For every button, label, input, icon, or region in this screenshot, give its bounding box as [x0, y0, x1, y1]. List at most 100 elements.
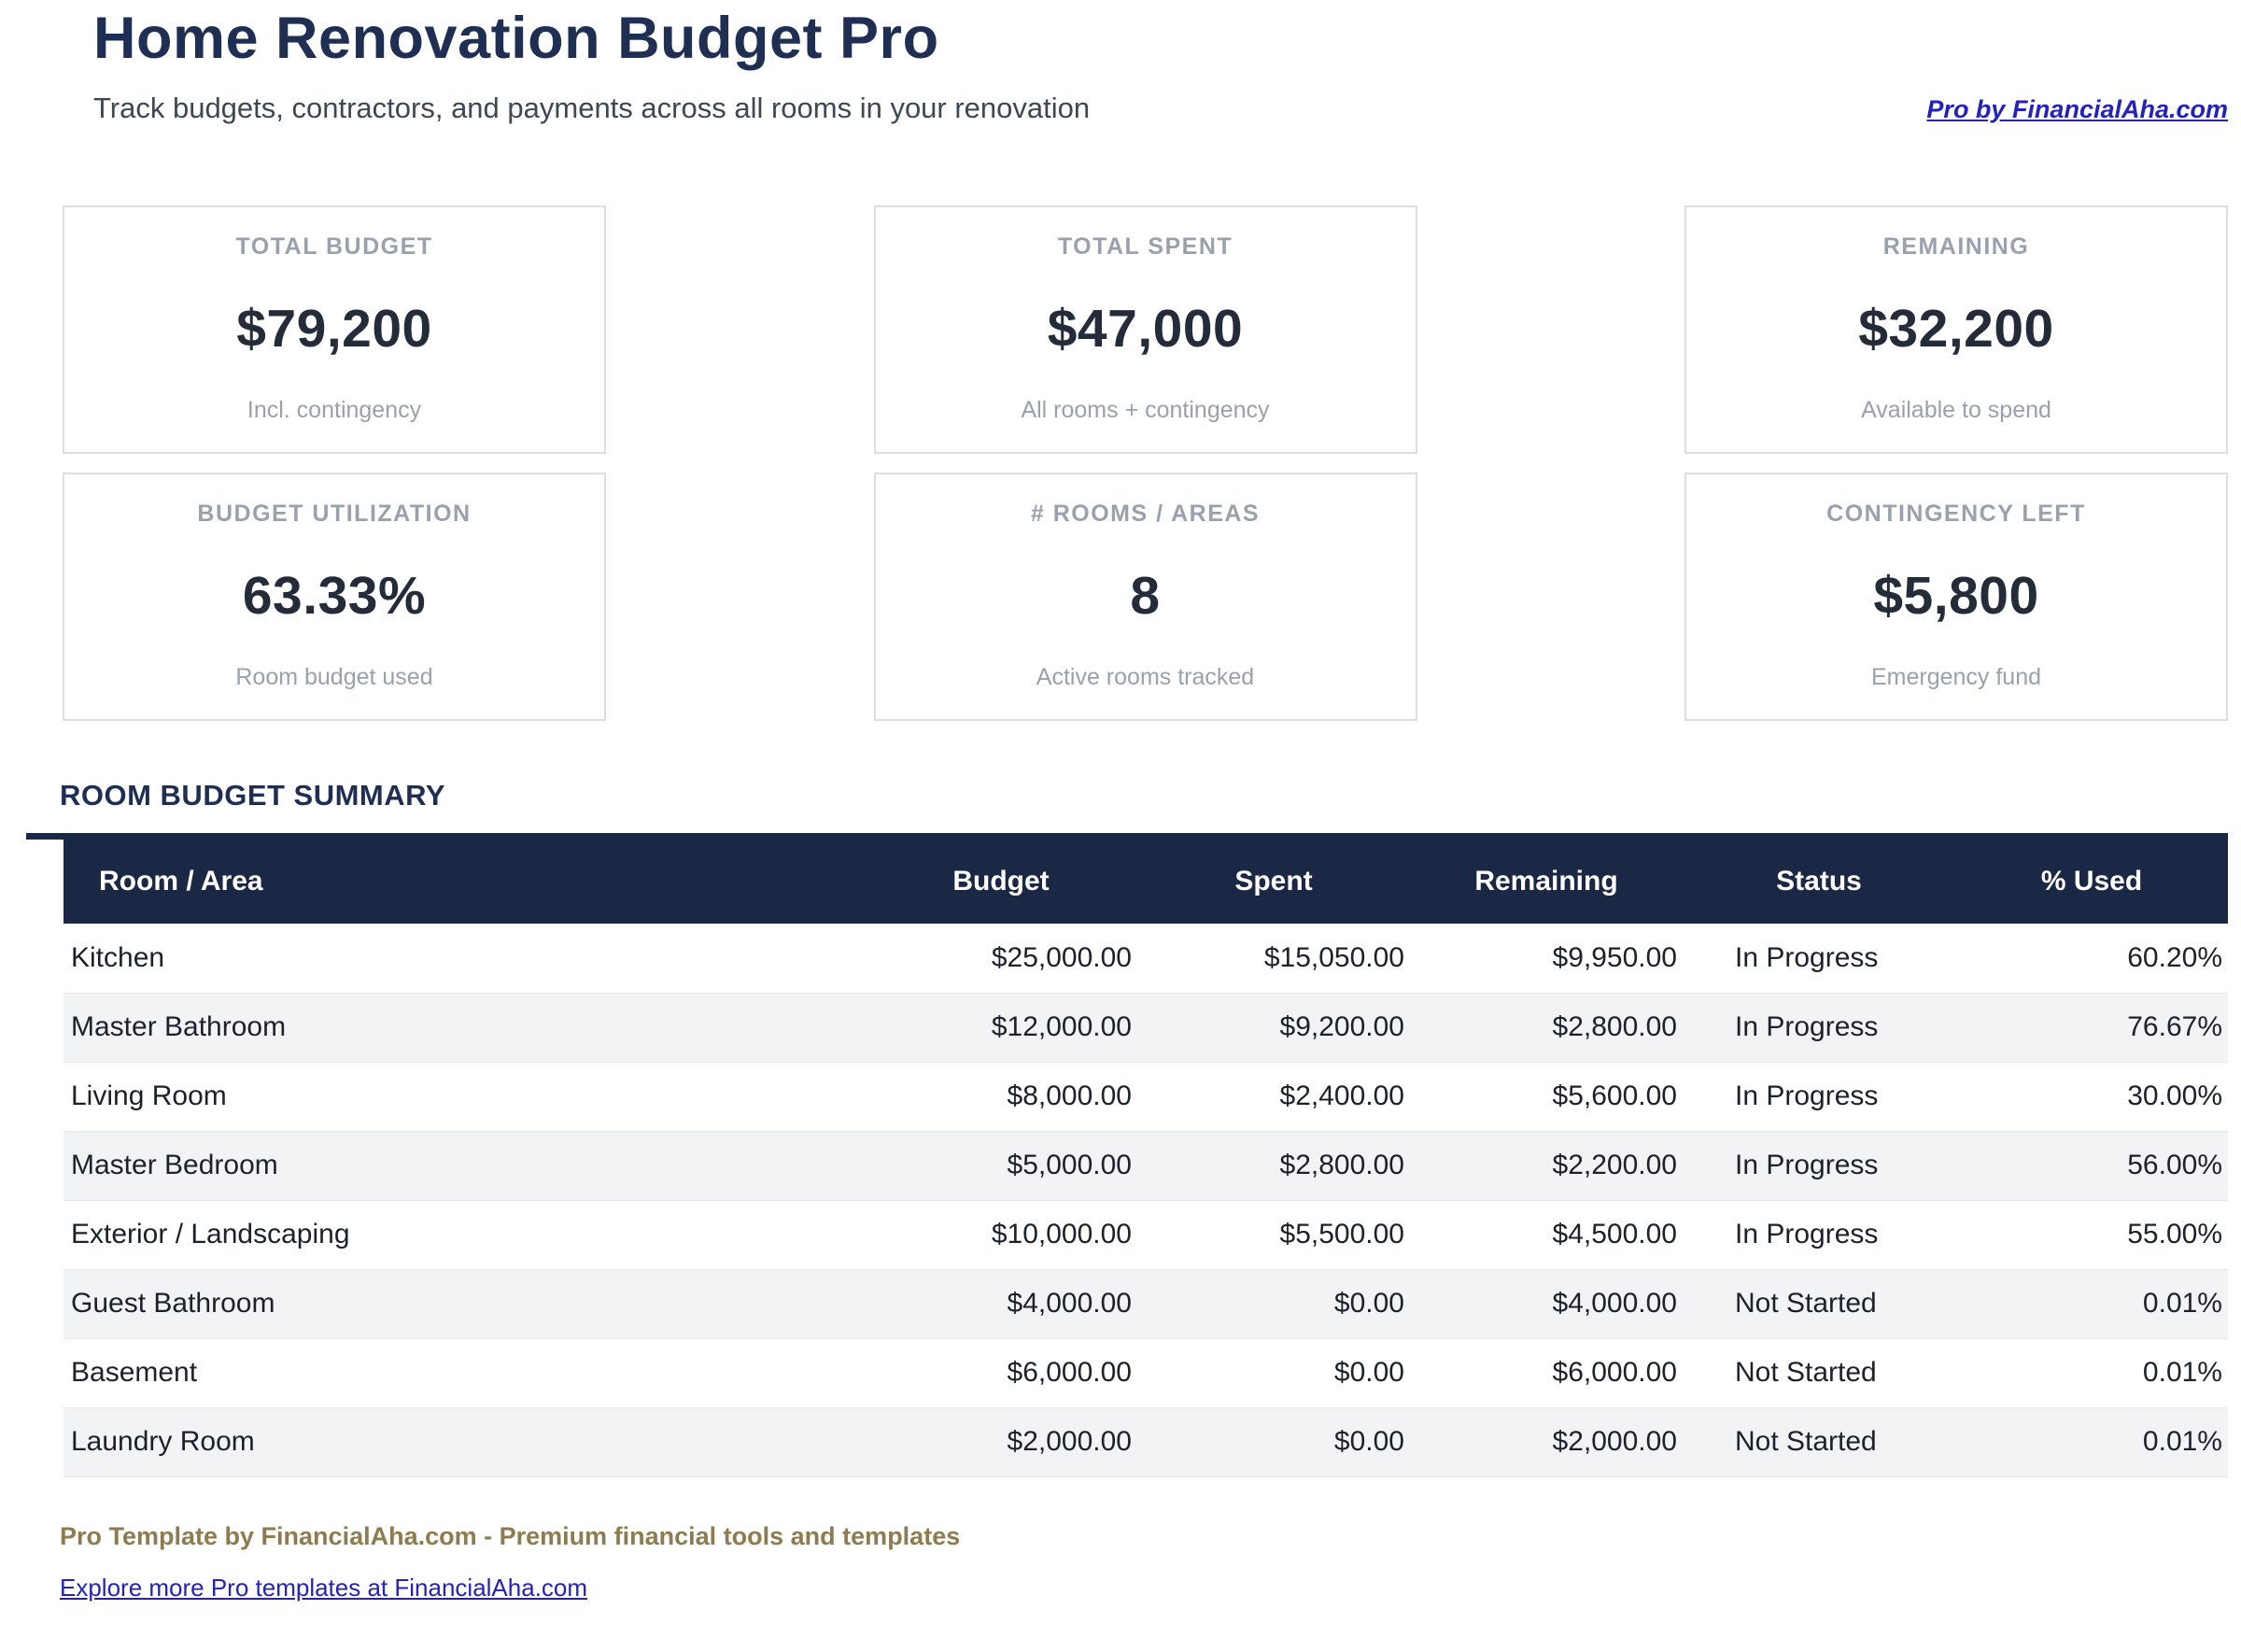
stat-card-sub: Emergency fund — [1870, 664, 2042, 691]
budget-cell: $25,000.00 — [991, 941, 1132, 973]
remaining-cell: $5,600.00 — [1552, 1080, 1677, 1112]
status-cell: In Progress — [1735, 1080, 1879, 1112]
table-row: Kitchen $25,000.00 $15,050.00 $9,950.00 In P… — [63, 924, 2228, 994]
status-cell: In Progress — [1735, 1219, 1879, 1250]
explore-templates-link[interactable]: Explore more Pro templates at FinancialA… — [60, 1573, 588, 1602]
used-cell: 0.01% — [2142, 1357, 2222, 1389]
section-title: ROOM BUDGET SUMMARY — [60, 779, 446, 812]
table-row: Living Room $8,000.00 $2,400.00 $5,600.00 In… — [63, 1062, 2228, 1132]
budget-cell: $4,000.00 — [1007, 1288, 1132, 1320]
used-cell: 30.00% — [2127, 1080, 2222, 1112]
stat-card-total-spent: TOTAL SPENT $47,000 All rooms + continge… — [873, 205, 1417, 455]
footer-promo-text: Pro Template by FinancialAha.com - Premi… — [60, 1521, 961, 1550]
stat-card-budget-utilization: BUDGET UTILIZATION 63.33% Room budget us… — [63, 473, 606, 722]
budget-cell: $5,000.00 — [1007, 1150, 1132, 1181]
room-cell: Kitchen — [71, 941, 165, 973]
status-cell: Not Started — [1735, 1357, 1877, 1389]
spent-cell: $0.00 — [1333, 1426, 1404, 1458]
remaining-cell: $2,000.00 — [1552, 1426, 1677, 1458]
footer: Pro Template by FinancialAha.com - Premi… — [0, 1522, 2241, 1603]
table-header-row: Room / Area Budget Spent Remaining Statu… — [63, 840, 2228, 925]
table-header: Room / Area Budget Spent Remaining Statu… — [63, 840, 2228, 925]
stat-card-label: TOTAL SPENT — [1057, 233, 1233, 261]
table-row: Master Bathroom $12,000.00 $9,200.00 $2,800… — [63, 993, 2228, 1063]
spent-cell: $15,050.00 — [1263, 941, 1404, 973]
header-sub-row: Track budgets, contractors, and payments… — [93, 92, 2228, 125]
room-budget-table: Room / Area Budget Spent Remaining Statu… — [63, 840, 2228, 1477]
spent-cell: $2,800.00 — [1279, 1150, 1404, 1181]
used-cell: 0.01% — [2142, 1426, 2222, 1458]
stat-card-sub: All rooms + contingency — [1021, 397, 1270, 424]
status-cell: Not Started — [1735, 1426, 1877, 1458]
stat-card-value: $47,000 — [1047, 299, 1244, 360]
col-header-used: % Used — [2040, 866, 2143, 897]
table-container: Room / Area Budget Spent Remaining Statu… — [26, 833, 2228, 1477]
table-row: Laundry Room $2,000.00 $0.00 $2,000.00 Not S… — [63, 1407, 2228, 1477]
table-row: Basement $6,000.00 $0.00 $6,000.00 Not Start… — [63, 1338, 2228, 1408]
stat-cards: TOTAL BUDGET $79,200 Incl. contingency T… — [63, 205, 2228, 722]
stat-card-sub: Available to spend — [1861, 397, 2051, 424]
stat-card-rooms-areas: # ROOMS / AREAS 8 Active rooms tracked — [873, 473, 1417, 722]
used-cell: 56.00% — [2127, 1150, 2222, 1181]
room-cell: Master Bathroom — [71, 1011, 287, 1043]
used-cell: 60.20% — [2127, 941, 2222, 973]
stat-card-value: $5,800 — [1873, 566, 2039, 627]
stat-card-label: TOTAL BUDGET — [235, 233, 433, 261]
status-cell: In Progress — [1735, 1150, 1879, 1181]
used-cell: 0.01% — [2142, 1288, 2222, 1320]
stat-card-remaining: REMAINING $32,200 Available to spend — [1684, 205, 2228, 455]
table-row: Exterior / Landscaping $10,000.00 $5,500.0… — [63, 1200, 2228, 1270]
room-cell: Master Bedroom — [71, 1150, 278, 1181]
budget-cell: $10,000.00 — [991, 1219, 1132, 1250]
table-body: Kitchen $25,000.00 $15,050.00 $9,950.00 In P… — [63, 924, 2228, 1477]
status-cell: Not Started — [1735, 1288, 1877, 1320]
spent-cell: $0.00 — [1333, 1288, 1404, 1320]
room-cell: Basement — [71, 1357, 198, 1389]
col-header-room-area: Room / Area — [99, 866, 263, 897]
col-header-spent: Spent — [1234, 866, 1313, 897]
stat-card-contingency-left: CONTINGENCY LEFT $5,800 Emergency fund — [1684, 473, 2228, 722]
remaining-cell: $2,800.00 — [1552, 1011, 1677, 1043]
spent-cell: $9,200.00 — [1279, 1011, 1404, 1043]
stat-card-sub: Active rooms tracked — [1036, 664, 1255, 691]
stat-card-sub: Incl. contingency — [247, 397, 422, 424]
page: Home Renovation Budget Pro Track budgets… — [0, 7, 2241, 1603]
spent-cell: $0.00 — [1333, 1357, 1404, 1389]
stat-card-value: 63.33% — [242, 566, 427, 627]
used-cell: 76.67% — [2127, 1011, 2222, 1043]
spent-cell: $5,500.00 — [1279, 1219, 1404, 1250]
budget-cell: $8,000.00 — [1007, 1080, 1132, 1112]
status-cell: In Progress — [1735, 1011, 1879, 1043]
spent-cell: $2,400.00 — [1279, 1080, 1404, 1112]
stat-card-label: REMAINING — [1882, 233, 2030, 261]
stat-card-value: $79,200 — [236, 299, 432, 360]
col-header-remaining: Remaining — [1474, 866, 1618, 897]
budget-cell: $12,000.00 — [991, 1011, 1132, 1043]
col-header-budget: Budget — [952, 866, 1050, 897]
table-row: Guest Bathroom $4,000.00 $0.00 $4,000.00 Not… — [63, 1269, 2228, 1339]
room-cell: Laundry Room — [71, 1426, 255, 1458]
remaining-cell: $6,000.00 — [1552, 1357, 1677, 1389]
room-cell: Exterior / Landscaping — [71, 1219, 350, 1250]
remaining-cell: $4,500.00 — [1552, 1219, 1677, 1250]
room-cell: Guest Bathroom — [71, 1288, 275, 1320]
stat-card-label: # ROOMS / AREAS — [1030, 501, 1261, 528]
stat-card-value: $32,200 — [1858, 299, 2054, 360]
stat-card-total-budget: TOTAL BUDGET $79,200 Incl. contingency — [63, 205, 606, 455]
stat-card-value: 8 — [1130, 566, 1161, 627]
status-cell: In Progress — [1735, 941, 1879, 973]
page-subtitle: Track budgets, contractors, and payments… — [93, 92, 1091, 125]
col-header-status: Status — [1776, 866, 1862, 897]
used-cell: 55.00% — [2127, 1219, 2222, 1250]
stat-card-sub: Room budget used — [235, 664, 433, 691]
room-cell: Living Room — [71, 1080, 227, 1112]
table-row: Master Bedroom $5,000.00 $2,800.00 $2,200.0… — [63, 1131, 2228, 1201]
remaining-cell: $2,200.00 — [1552, 1150, 1677, 1181]
pro-by-link[interactable]: Pro by FinancialAha.com — [1926, 95, 2228, 124]
remaining-cell: $4,000.00 — [1552, 1288, 1677, 1320]
remaining-cell: $9,950.00 — [1552, 941, 1677, 973]
stat-card-label: CONTINGENCY LEFT — [1826, 501, 2086, 528]
page-title: Home Renovation Budget Pro — [93, 6, 939, 71]
budget-cell: $2,000.00 — [1007, 1426, 1132, 1458]
budget-cell: $6,000.00 — [1007, 1357, 1132, 1389]
